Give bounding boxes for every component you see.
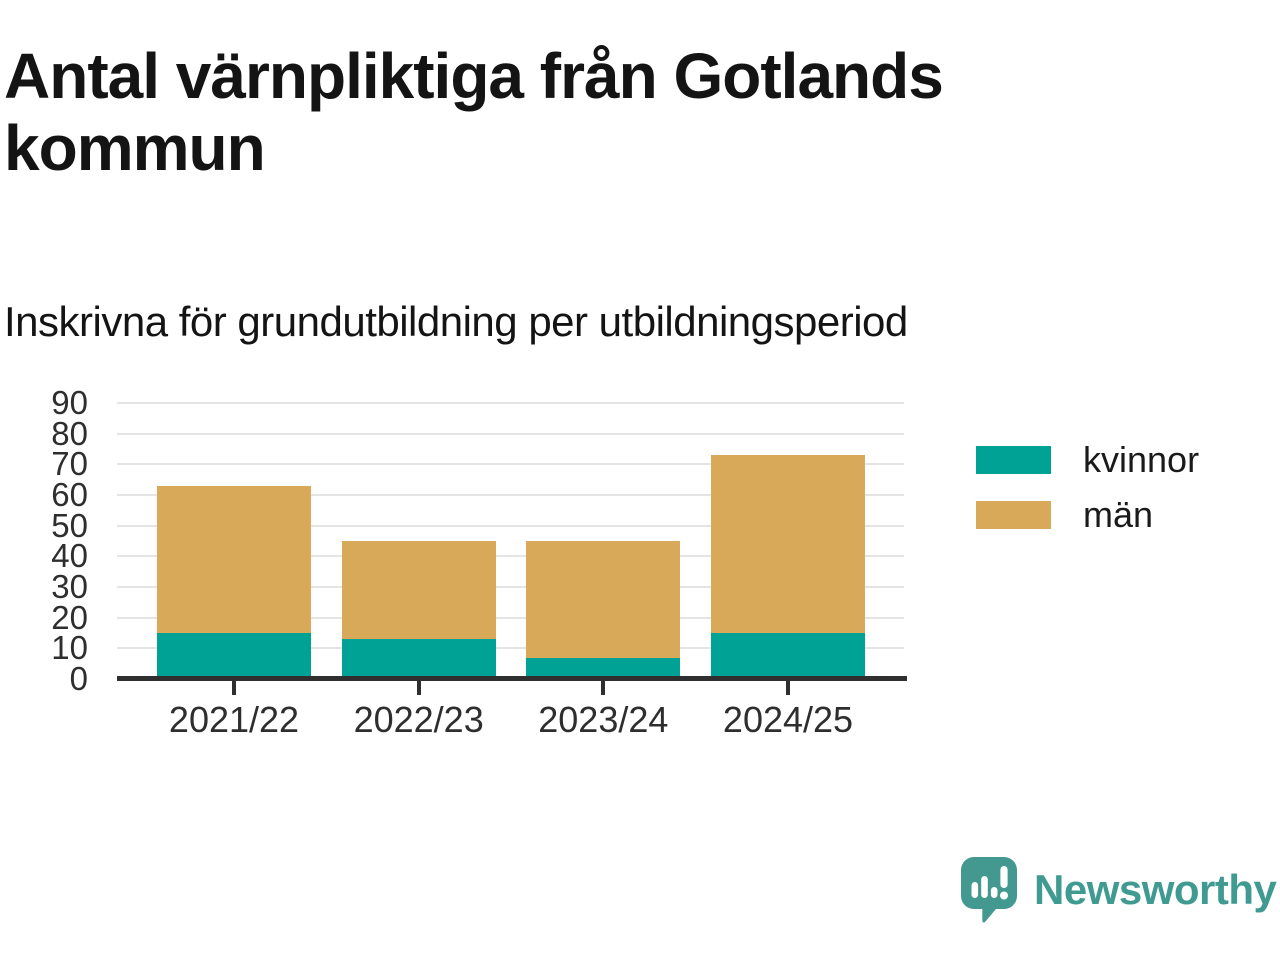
bar-segment-kvinnor bbox=[711, 633, 865, 679]
y-axis-label: 30 bbox=[51, 568, 88, 605]
gridline-y-20 bbox=[117, 616, 904, 619]
legend-swatch bbox=[976, 501, 1051, 529]
bar-segment-män bbox=[526, 541, 681, 658]
gridline-y-90 bbox=[117, 402, 904, 404]
x-axis-label-2022/23: 2022/23 bbox=[353, 699, 484, 740]
y-axis-label: 70 bbox=[51, 445, 88, 483]
bar-2024/25 bbox=[711, 403, 865, 679]
bar-2021/22 bbox=[157, 403, 311, 679]
legend-swatch bbox=[976, 446, 1051, 474]
page-subtitle: Inskrivna för grundutbildning per utbild… bbox=[4, 298, 908, 345]
legend-item-kvinnor: kvinnor bbox=[976, 439, 1199, 480]
gridline-y-10 bbox=[117, 647, 904, 650]
y-axis-label: 20 bbox=[51, 598, 88, 636]
newsworthy-logo: Newsworthy bbox=[960, 856, 1277, 924]
bar-segment-män bbox=[341, 541, 496, 640]
y-axis-label: 0 bbox=[69, 660, 88, 697]
x-axis-tick bbox=[232, 681, 236, 695]
gridline-y-40 bbox=[117, 555, 904, 558]
chart: 0 10 20 30 40 50 60 70 80 90 2021/22 2022/23 2023/2… bbox=[0, 386, 960, 763]
x-axis-label-2023/24: 2023/24 bbox=[538, 699, 669, 740]
legend: kvinnor män bbox=[976, 439, 1199, 556]
y-axis-label: 10 bbox=[51, 629, 88, 667]
x-axis-tick bbox=[786, 681, 790, 695]
gridline-y-70 bbox=[117, 463, 904, 466]
bar-segment-kvinnor bbox=[157, 633, 311, 679]
plot-area bbox=[117, 402, 904, 679]
bar-2022/23 bbox=[341, 403, 496, 679]
newsworthy-logo-text: Newsworthy bbox=[1034, 866, 1277, 913]
x-axis-label-2021/22: 2021/22 bbox=[168, 699, 300, 740]
gridline-y-80 bbox=[117, 432, 904, 435]
y-axis-label: 80 bbox=[51, 414, 88, 452]
x-axis-line bbox=[117, 676, 907, 681]
gridline-y-30 bbox=[117, 586, 904, 588]
legend-label: män bbox=[1083, 494, 1154, 535]
y-axis-label: 50 bbox=[51, 506, 88, 544]
speech-bubble-bar-chart-icon bbox=[961, 857, 1017, 923]
bar-segment-kvinnor bbox=[526, 657, 681, 679]
page-title: Antal värnpliktiga från Gotlands kommun bbox=[4, 40, 944, 185]
x-axis-tick bbox=[601, 681, 606, 695]
bar-segment-män bbox=[157, 485, 311, 633]
gridline-y-50 bbox=[117, 524, 904, 527]
bar-2023/24 bbox=[526, 403, 681, 679]
x-axis-label-2024/25: 2024/25 bbox=[722, 699, 854, 740]
bar-segment-kvinnor bbox=[341, 639, 496, 679]
legend-label: kvinnor bbox=[1083, 439, 1200, 480]
x-axis-tick bbox=[416, 681, 421, 695]
gridline-y-60 bbox=[117, 494, 904, 496]
y-axis-label: 60 bbox=[51, 476, 88, 513]
legend-item-män: män bbox=[976, 494, 1199, 535]
bar-segment-män bbox=[711, 455, 865, 633]
y-axis-label: 90 bbox=[51, 384, 88, 421]
y-axis-label: 40 bbox=[51, 537, 88, 575]
